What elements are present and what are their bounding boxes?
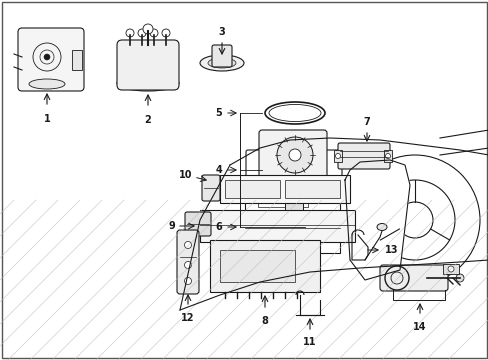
FancyBboxPatch shape — [177, 230, 199, 294]
Text: 7: 7 — [363, 117, 369, 127]
FancyBboxPatch shape — [212, 45, 231, 67]
Ellipse shape — [117, 75, 179, 91]
Text: 8: 8 — [261, 316, 268, 326]
Text: 12: 12 — [181, 313, 194, 323]
FancyBboxPatch shape — [209, 240, 319, 292]
Circle shape — [335, 153, 340, 158]
Bar — [333, 150, 341, 162]
Bar — [220, 250, 294, 282]
Bar — [72, 50, 82, 70]
Circle shape — [184, 278, 191, 284]
Bar — [287, 215, 299, 227]
Ellipse shape — [29, 79, 65, 89]
Bar — [285, 193, 303, 215]
Circle shape — [138, 29, 146, 37]
Text: 2: 2 — [144, 115, 151, 125]
Bar — [220, 175, 349, 203]
Text: 4: 4 — [215, 165, 222, 175]
Bar — [244, 188, 339, 253]
Text: 10: 10 — [178, 170, 192, 180]
Polygon shape — [345, 160, 409, 280]
Circle shape — [184, 261, 191, 269]
Bar — [258, 193, 307, 207]
FancyBboxPatch shape — [18, 28, 84, 91]
Text: 3: 3 — [218, 27, 225, 37]
Text: 14: 14 — [412, 322, 426, 332]
FancyBboxPatch shape — [252, 179, 331, 195]
FancyBboxPatch shape — [202, 175, 220, 201]
Circle shape — [276, 137, 312, 173]
Ellipse shape — [301, 223, 318, 231]
Circle shape — [126, 29, 134, 37]
FancyBboxPatch shape — [259, 130, 326, 191]
Text: 1: 1 — [43, 114, 50, 124]
Text: 5: 5 — [215, 108, 222, 118]
Circle shape — [44, 54, 50, 60]
Text: 13: 13 — [384, 245, 398, 255]
Ellipse shape — [376, 224, 386, 230]
Circle shape — [288, 149, 301, 161]
Bar — [224, 180, 280, 198]
Bar — [200, 210, 354, 242]
Bar — [285, 180, 339, 198]
Text: 6: 6 — [215, 222, 222, 232]
Circle shape — [316, 184, 323, 190]
Circle shape — [455, 274, 463, 282]
Circle shape — [184, 242, 191, 248]
Text: 9: 9 — [168, 221, 175, 231]
Bar — [383, 150, 391, 162]
FancyBboxPatch shape — [379, 265, 447, 291]
Circle shape — [150, 29, 158, 37]
FancyBboxPatch shape — [184, 212, 210, 236]
Circle shape — [162, 29, 170, 37]
FancyBboxPatch shape — [337, 143, 389, 169]
Ellipse shape — [200, 55, 244, 71]
FancyBboxPatch shape — [117, 40, 179, 90]
Circle shape — [262, 184, 267, 190]
Text: 11: 11 — [303, 337, 316, 347]
Bar — [258, 212, 307, 226]
Circle shape — [447, 266, 453, 272]
Circle shape — [142, 24, 153, 34]
Circle shape — [385, 153, 390, 158]
Ellipse shape — [207, 58, 236, 68]
Bar — [442, 264, 458, 274]
